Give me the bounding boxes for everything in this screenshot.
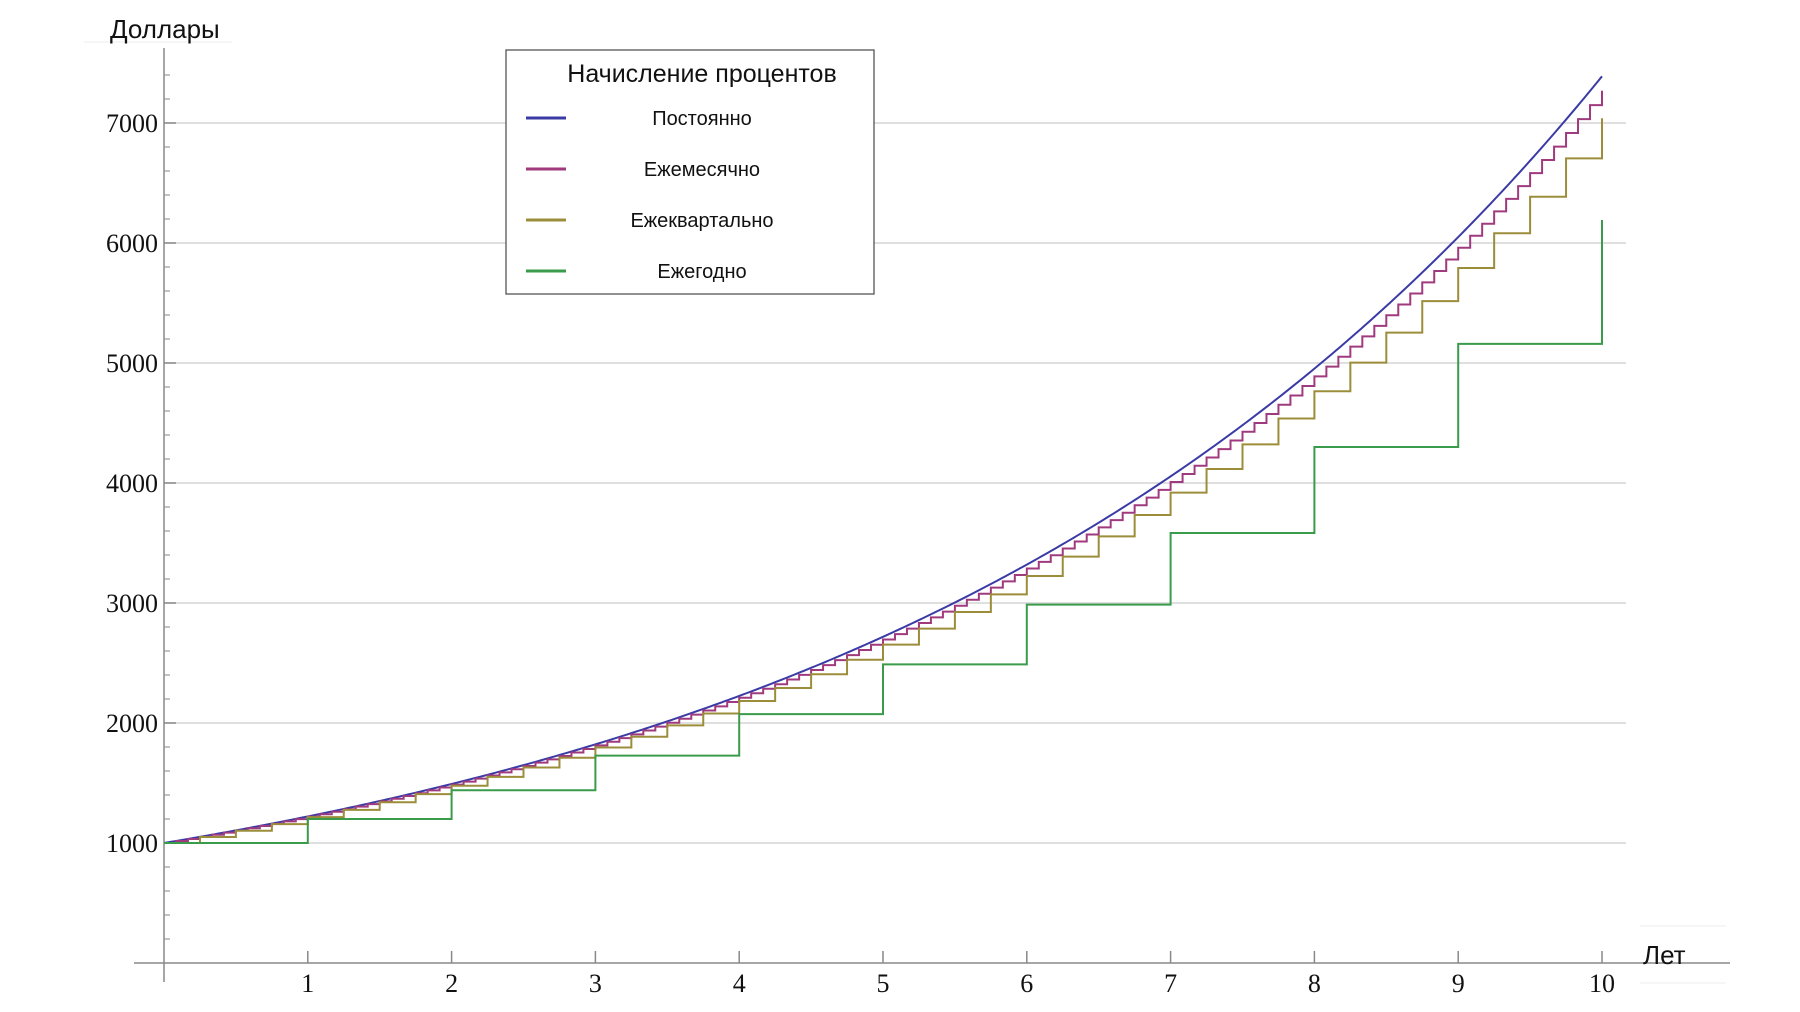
legend-label-3: Ежегодно xyxy=(657,261,746,283)
x-axis-title: Лет xyxy=(1643,940,1686,970)
y-tick-label-3000: 3000 xyxy=(106,589,158,618)
legend-items: Постоянно Ежемесячно Ежеквартально Ежегодно xyxy=(526,108,774,283)
legend-title: Начисление процентов xyxy=(567,60,836,88)
series-line-1 xyxy=(164,90,1603,844)
y-tick-label-4000: 4000 xyxy=(106,469,158,498)
y-tick-label-7000: 7000 xyxy=(106,109,158,138)
x-tick-label-6: 6 xyxy=(1020,969,1033,998)
y-tick-label-1000: 1000 xyxy=(106,829,158,858)
series-line-0 xyxy=(163,75,1603,844)
y-axis-title: Доллары xyxy=(110,14,220,44)
x-tick-label-4: 4 xyxy=(733,969,746,998)
x-tick-label-10: 10 xyxy=(1589,969,1615,998)
legend: Начисление процентов Постоянно Ежемесячно… xyxy=(505,49,875,295)
gridlines xyxy=(164,122,1626,844)
x-tick-label-7: 7 xyxy=(1164,969,1177,998)
y-tick-label-6000: 6000 xyxy=(106,229,158,258)
legend-label-2: Ежеквартально xyxy=(630,210,773,232)
y-tick-label-5000: 5000 xyxy=(106,349,158,378)
series-line-3 xyxy=(164,219,1603,844)
y-tick-label-2000: 2000 xyxy=(106,709,158,738)
x-tick-label-1: 1 xyxy=(301,969,314,998)
x-tick-label-3: 3 xyxy=(589,969,602,998)
legend-box xyxy=(505,49,875,295)
series-line-2 xyxy=(164,118,1603,844)
x-tick-label-2: 2 xyxy=(445,969,458,998)
legend-label-0: Постоянно xyxy=(652,108,752,130)
legend-label-1: Ежемесячно xyxy=(644,159,760,181)
series xyxy=(163,75,1603,844)
x-tick-label-5: 5 xyxy=(877,969,890,998)
axes: Доллары Лет xyxy=(84,14,1730,984)
x-tick-label-8: 8 xyxy=(1308,969,1321,998)
x-tick-label-9: 9 xyxy=(1452,969,1465,998)
ticks: 1000 2000 3000 4000 5000 6000 7000 1 2 3 4 5 6 7 8 9 10 xyxy=(106,74,1615,998)
